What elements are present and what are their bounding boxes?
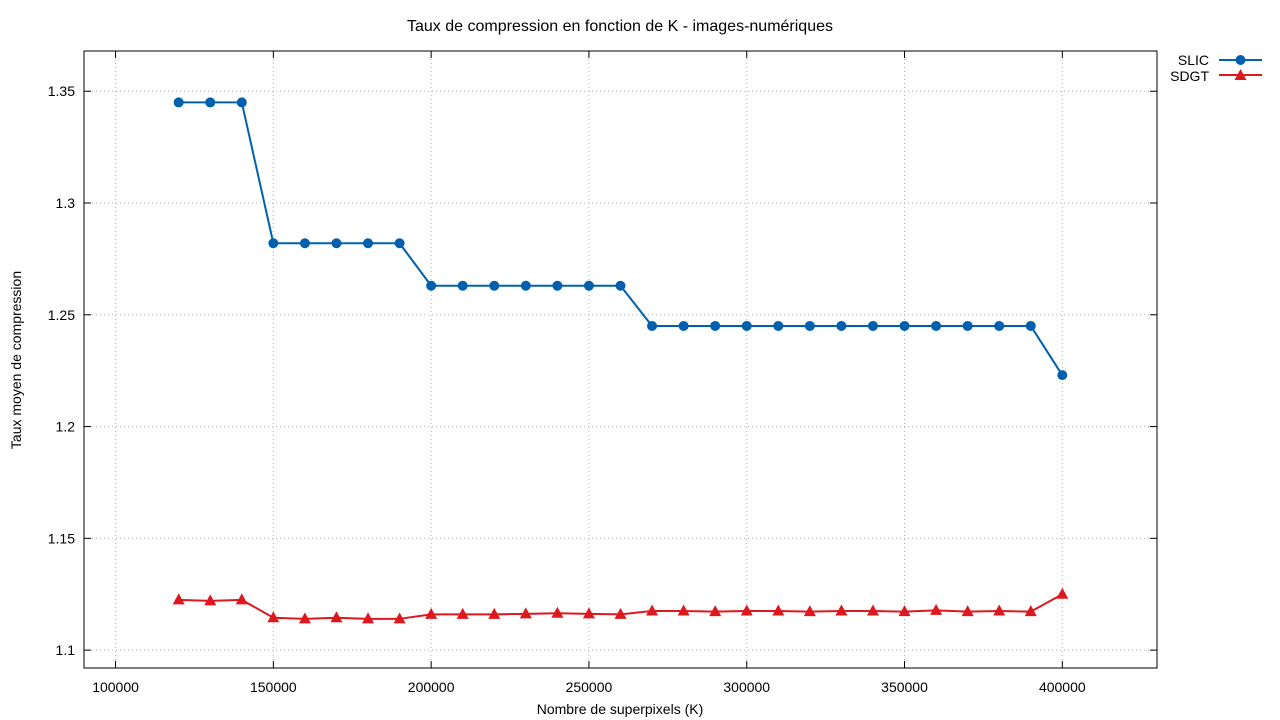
data-point-slic [710,320,721,331]
data-point-slic [268,238,279,249]
grid [84,51,1157,668]
data-point-sdgt [172,593,185,605]
chart-title: Taux de compression en fonction de K - i… [407,18,833,35]
data-point-slic [615,280,626,291]
legend: SLIC SDGT [1170,52,1262,84]
plot-area-frame [83,50,1158,669]
legend-label-sdgt: SDGT [1170,68,1209,84]
data-point-slic [583,280,594,291]
data-point-sdgt [267,611,280,623]
data-point-sdgt [772,604,785,616]
y-tick-label: 1.15 [48,530,75,546]
data-point-slic [205,97,216,108]
data-point-slic [299,238,310,249]
x-tick-label: 100000 [92,679,139,695]
y-tick-label: 1.1 [56,642,76,658]
legend-marker-slic [1235,55,1246,65]
data-point-sdgt [298,612,311,624]
x-tick-label: 200000 [408,679,455,695]
data-point-slic [394,238,405,249]
legend-label-slic: SLIC [1178,52,1209,68]
data-point-sdgt [362,612,375,624]
data-point-slic [962,320,973,331]
data-point-slic [173,97,184,108]
series-line-slic [178,101,1064,376]
data-point-sdgt [519,607,532,619]
data-point-slic [552,280,563,291]
data-point-sdgt [740,604,753,616]
data-point-sdgt [551,606,564,618]
data-point-slic [331,238,342,249]
data-point-slic [426,280,437,291]
data-point-sdgt [1024,605,1037,617]
x-tick-label: 400000 [1039,679,1086,695]
x-tick-label: 250000 [566,679,613,695]
legend-entry-sdgt: SDGT [1170,68,1262,84]
data-point-slic [647,320,658,331]
data-point-sdgt [488,607,501,619]
data-point-slic [1025,320,1036,331]
data-point-sdgt [993,604,1006,616]
data-point-slic [678,320,689,331]
data-point-slic [931,320,942,331]
data-point-slic [773,320,784,331]
data-point-sdgt [646,604,659,616]
data-point-sdgt [803,605,816,617]
legend-entry-slic: SLIC [1178,52,1262,68]
data-point-sdgt [614,607,627,619]
y-tick-label: 1.35 [48,83,75,99]
y-tick-label: 1.3 [56,195,76,211]
axis-ticks: 100000 150000 200000 250000 300000 350000 4000… [48,51,1157,695]
x-tick-label: 350000 [881,679,928,695]
series-layer [172,97,1069,624]
series-slic [173,97,1068,381]
data-point-slic [363,238,374,249]
y-tick-label: 1.2 [56,419,76,435]
data-point-slic [741,320,752,331]
data-point-sdgt [582,607,595,619]
y-tick-label: 1.25 [48,307,75,323]
data-point-slic [457,280,468,291]
data-point-slic [489,280,500,291]
data-point-sdgt [235,593,248,605]
data-point-sdgt [204,594,217,606]
data-point-slic [236,97,247,108]
data-point-slic [836,320,847,331]
data-point-sdgt [1056,587,1069,599]
data-point-sdgt [835,604,848,616]
data-point-slic [804,320,815,331]
data-point-sdgt [456,607,469,619]
data-point-sdgt [330,611,343,623]
data-point-sdgt [677,604,690,616]
x-tick-label: 300000 [723,679,770,695]
series-sdgt [172,587,1069,624]
data-point-sdgt [393,612,406,624]
data-point-sdgt [898,605,911,617]
data-point-sdgt [425,607,438,619]
data-point-slic [520,280,531,291]
legend-marker-sdgt [1234,69,1247,80]
data-point-slic [994,320,1005,331]
x-tick-label: 150000 [250,679,297,695]
x-axis-title: Nombre de superpixels (K) [537,701,704,717]
data-point-slic [1057,370,1068,381]
data-point-sdgt [866,604,879,616]
data-point-slic [867,320,878,331]
data-point-sdgt [961,605,974,617]
data-point-sdgt [930,603,943,615]
data-point-slic [899,320,910,331]
data-point-sdgt [709,605,722,617]
y-axis-title: Taux moyen de compression [8,271,24,449]
